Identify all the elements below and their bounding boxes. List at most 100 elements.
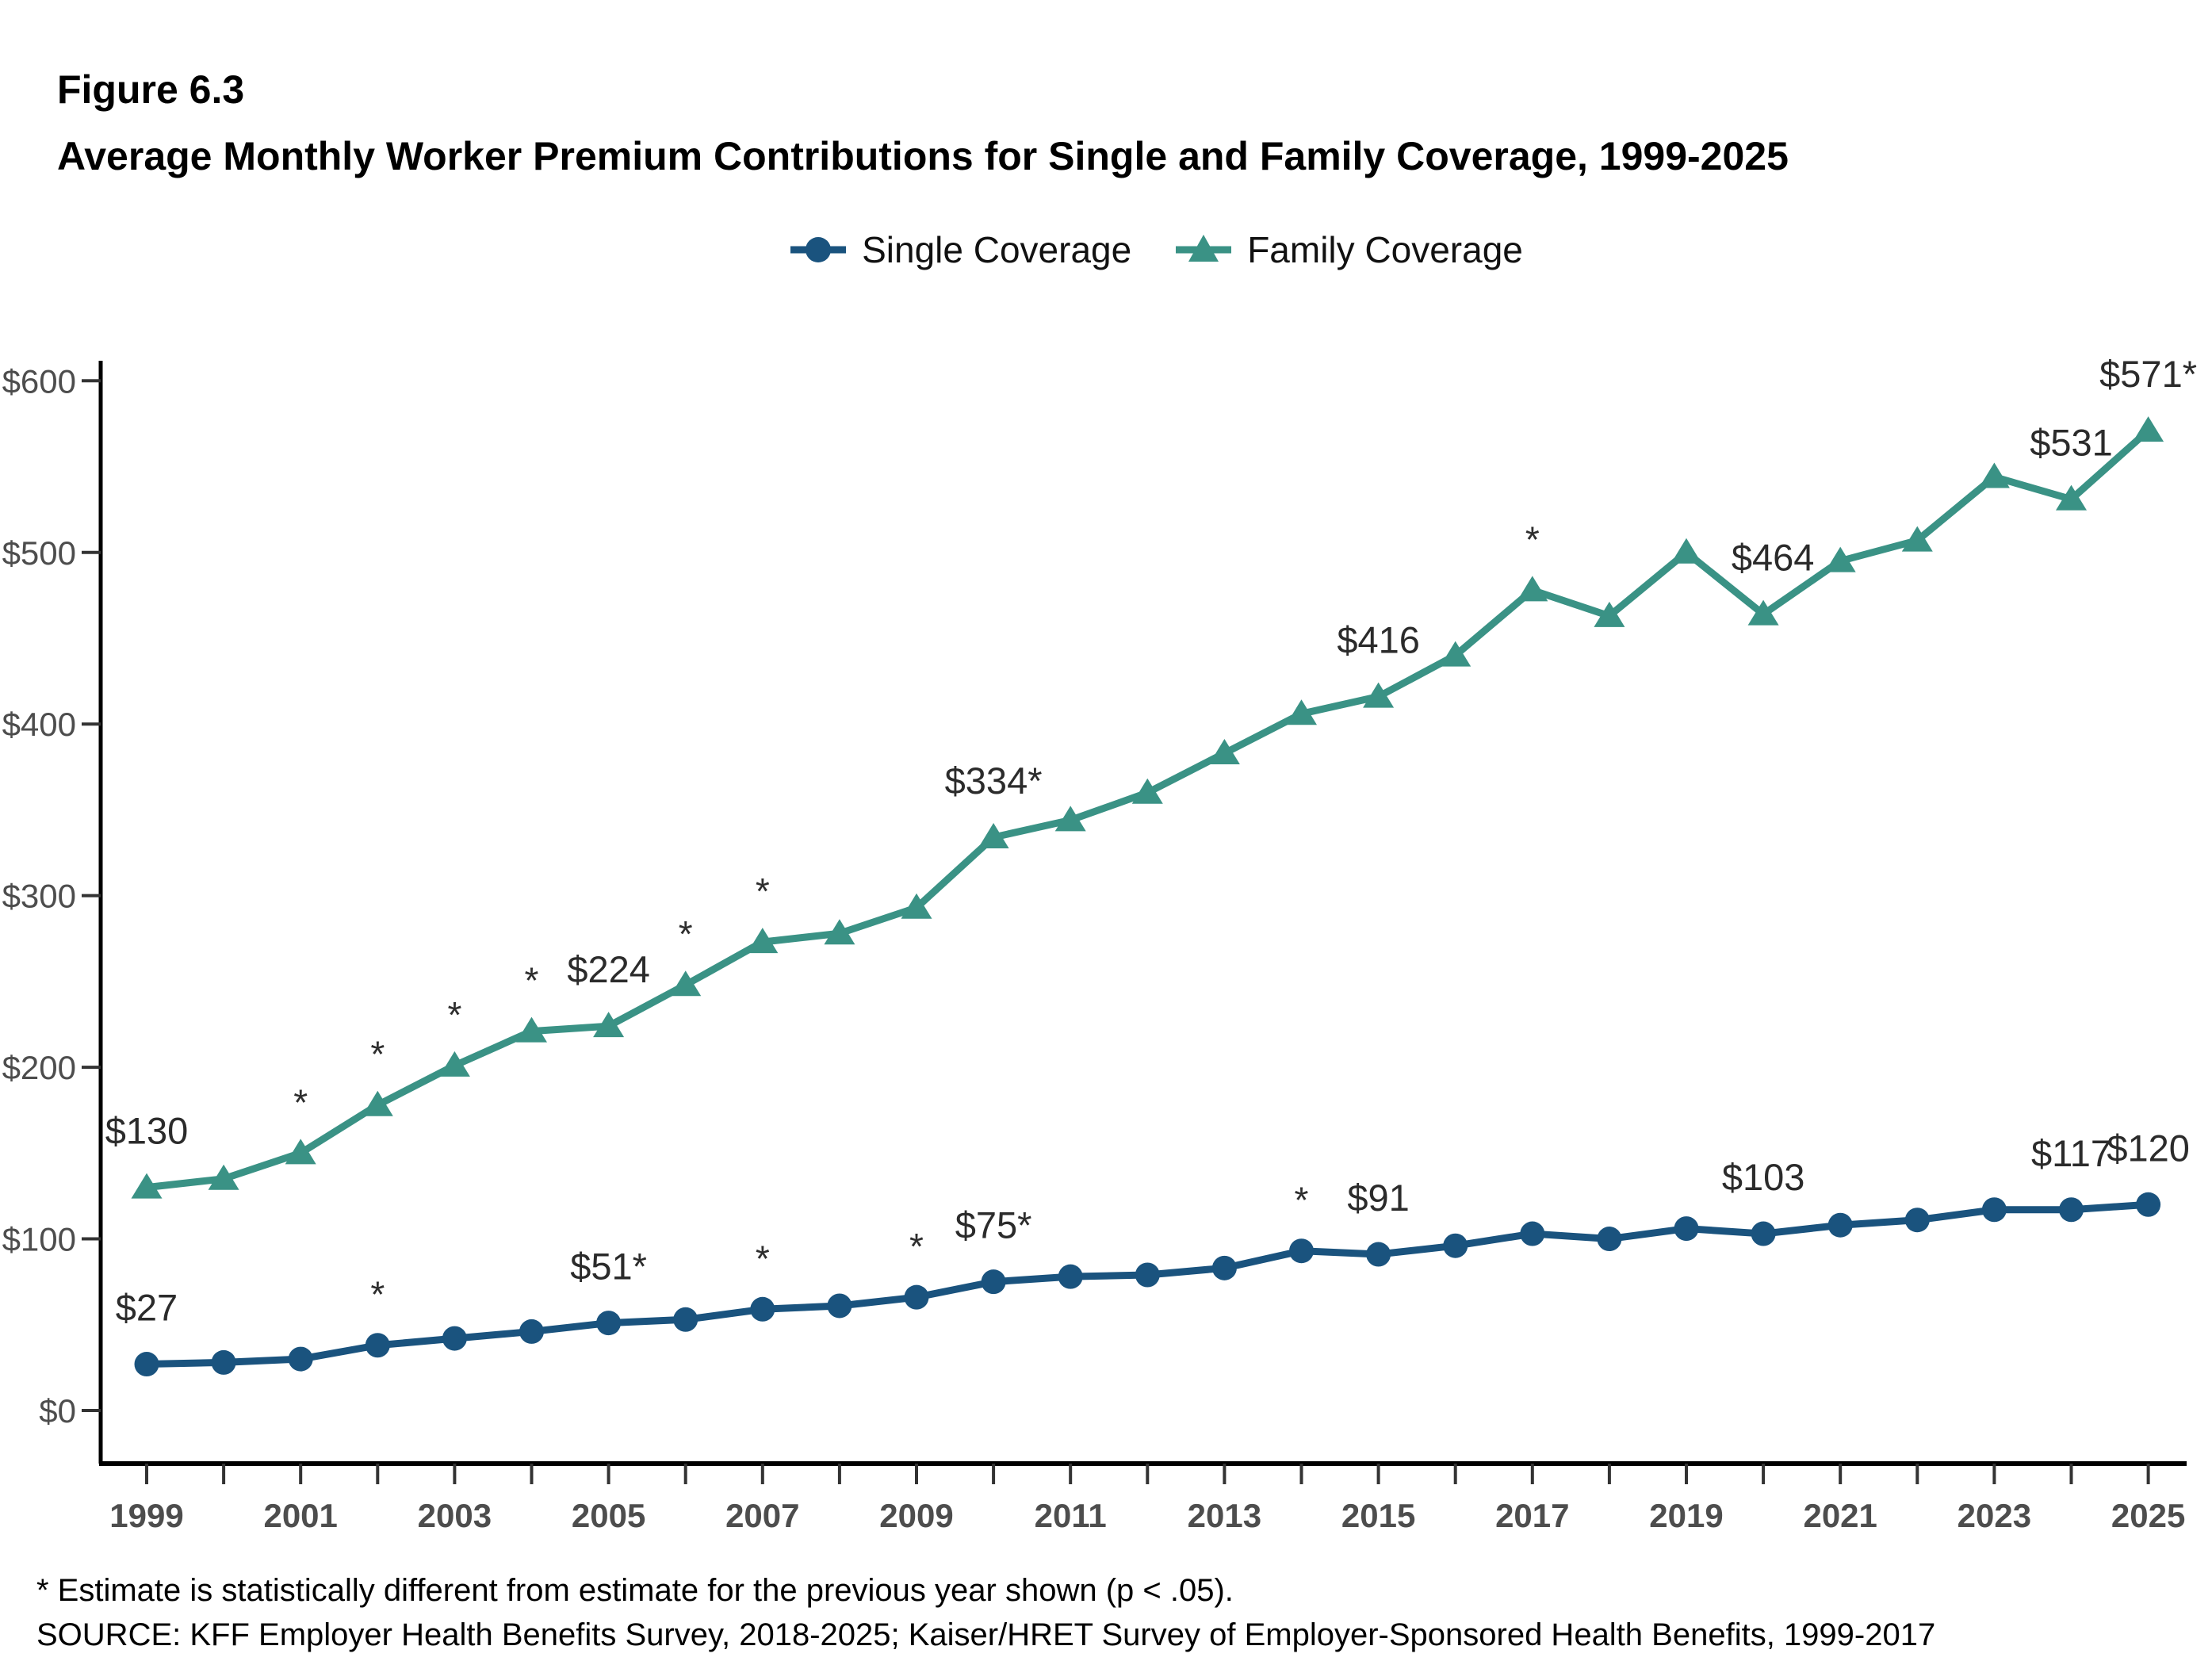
data-point-label: $531 bbox=[2030, 422, 2113, 464]
data-point-label: $130 bbox=[105, 1110, 189, 1152]
y-axis-tick-label: $500 bbox=[2, 534, 76, 572]
data-point-label: $120 bbox=[2107, 1127, 2190, 1169]
data-point-label: $464 bbox=[1732, 537, 1815, 579]
data-point-marker bbox=[827, 1293, 852, 1319]
data-point-marker bbox=[211, 1349, 236, 1375]
significance-asterisk: * bbox=[447, 994, 461, 1035]
data-point-marker bbox=[824, 919, 855, 945]
family-coverage-legend-marker-icon bbox=[1176, 235, 1232, 262]
y-axis-tick-label: $200 bbox=[2, 1049, 76, 1086]
data-point-label: $27 bbox=[116, 1287, 178, 1329]
source-footnote: SOURCE: KFF Employer Health Benefits Sur… bbox=[36, 1617, 1936, 1652]
significance-asterisk: * bbox=[1295, 1180, 1309, 1221]
data-point-label: $224 bbox=[567, 948, 650, 990]
data-point-marker bbox=[134, 1352, 159, 1377]
legend-item-family-coverage: Family Coverage bbox=[1173, 228, 1523, 271]
data-point-label: $334* bbox=[945, 760, 1043, 802]
data-point-marker bbox=[438, 1051, 470, 1077]
data-point-marker bbox=[1520, 1221, 1545, 1246]
significance-asterisk: * bbox=[679, 913, 693, 955]
chart-legend: Single Coverage Family Coverage bbox=[49, 228, 2212, 271]
x-axis-tick-label: 2005 bbox=[572, 1497, 645, 1534]
x-axis-tick-label: 2023 bbox=[1958, 1497, 2031, 1534]
data-point-marker bbox=[1751, 1221, 1776, 1246]
significance-asterisk: * bbox=[756, 871, 770, 912]
data-point-marker bbox=[1208, 738, 1240, 764]
data-point-marker bbox=[1670, 538, 1702, 564]
family-coverage-series: * * * * * * * $130 $224 $334* $416 $464 $531 $571* bbox=[105, 353, 2197, 1199]
data-point-label: $51* bbox=[570, 1246, 647, 1288]
data-point-marker bbox=[1824, 546, 1856, 572]
data-point-marker bbox=[1674, 1216, 1699, 1242]
x-axis-tick-label: 2013 bbox=[1188, 1497, 1261, 1534]
data-point-marker bbox=[1211, 1255, 1237, 1280]
data-point-marker bbox=[1363, 682, 1395, 708]
data-point-marker bbox=[1286, 699, 1317, 725]
x-axis-tick-label: 2011 bbox=[1035, 1497, 1107, 1534]
data-point-label: $416 bbox=[1337, 619, 1420, 661]
data-point-marker bbox=[2059, 1197, 2084, 1223]
y-axis-tick-label: $300 bbox=[2, 878, 76, 915]
significance-asterisk: * bbox=[370, 1274, 385, 1315]
data-point-marker bbox=[1131, 778, 1163, 804]
data-point-marker bbox=[1981, 1197, 2007, 1223]
axes: $0 $100 $200 $300 $400 $500 $600 1999 2001 2003 20… bbox=[2, 361, 2187, 1534]
data-point-marker bbox=[131, 1173, 163, 1199]
x-axis-tick-label: 2001 bbox=[263, 1497, 337, 1534]
data-point-marker bbox=[1366, 1242, 1391, 1267]
data-point-label: $103 bbox=[1722, 1156, 1805, 1198]
data-point-marker bbox=[1440, 641, 1471, 667]
data-point-label: $117 bbox=[2031, 1132, 2111, 1174]
data-point-marker bbox=[365, 1333, 390, 1358]
data-point-marker bbox=[519, 1319, 544, 1344]
data-point-marker bbox=[442, 1326, 467, 1351]
significance-asterisk: * bbox=[370, 1034, 385, 1075]
data-point-label: $75* bbox=[955, 1204, 1032, 1246]
significance-footnote: * Estimate is statistically different fr… bbox=[36, 1573, 1234, 1608]
data-point-marker bbox=[978, 823, 1009, 849]
data-point-marker bbox=[1289, 1238, 1314, 1264]
data-point-marker bbox=[1517, 576, 1548, 602]
y-axis-tick-label: $400 bbox=[2, 706, 76, 743]
legend-label-single-coverage: Single Coverage bbox=[862, 229, 1132, 270]
data-point-marker bbox=[1904, 1208, 1930, 1233]
y-axis-tick-label: $0 bbox=[39, 1392, 76, 1430]
x-axis-tick-label: 2007 bbox=[725, 1497, 799, 1534]
significance-asterisk: * bbox=[756, 1238, 770, 1279]
data-point-marker bbox=[1594, 601, 1625, 627]
data-point-marker bbox=[673, 1307, 698, 1332]
x-axis-tick-label: 2015 bbox=[1341, 1497, 1415, 1534]
data-point-marker bbox=[593, 1012, 625, 1038]
data-point-label: $91 bbox=[1347, 1177, 1409, 1219]
x-axis-tick-label: 2003 bbox=[418, 1497, 492, 1534]
legend-item-single-coverage: Single Coverage bbox=[787, 228, 1131, 271]
data-point-marker bbox=[747, 928, 779, 954]
x-axis-tick-label: 2017 bbox=[1495, 1497, 1569, 1534]
significance-asterisk: * bbox=[909, 1226, 924, 1267]
data-point-marker bbox=[1901, 526, 1933, 552]
y-axis-tick-label: $600 bbox=[2, 362, 76, 400]
x-axis-tick-label: 2021 bbox=[1803, 1497, 1877, 1534]
data-point-marker bbox=[901, 893, 932, 919]
data-point-marker bbox=[516, 1016, 547, 1043]
data-point-marker bbox=[362, 1090, 393, 1116]
data-point-marker bbox=[288, 1346, 313, 1372]
data-point-marker bbox=[1597, 1227, 1622, 1252]
data-point-marker bbox=[904, 1284, 929, 1310]
significance-asterisk: * bbox=[293, 1081, 308, 1123]
data-point-marker bbox=[750, 1296, 775, 1322]
figure-number: Figure 6.3 bbox=[57, 67, 245, 112]
x-axis-tick-label: 2025 bbox=[2111, 1497, 2185, 1534]
data-point-label: $571* bbox=[2099, 353, 2197, 395]
data-point-marker bbox=[596, 1311, 622, 1336]
data-point-marker bbox=[285, 1139, 316, 1165]
x-axis-tick-label: 2009 bbox=[879, 1497, 953, 1534]
data-point-marker bbox=[1135, 1262, 1160, 1288]
data-point-marker bbox=[208, 1164, 239, 1190]
data-point-marker bbox=[670, 970, 702, 997]
data-point-marker bbox=[1747, 599, 1779, 626]
y-axis-tick-label: $100 bbox=[2, 1221, 76, 1258]
data-point-marker bbox=[1978, 462, 2010, 488]
